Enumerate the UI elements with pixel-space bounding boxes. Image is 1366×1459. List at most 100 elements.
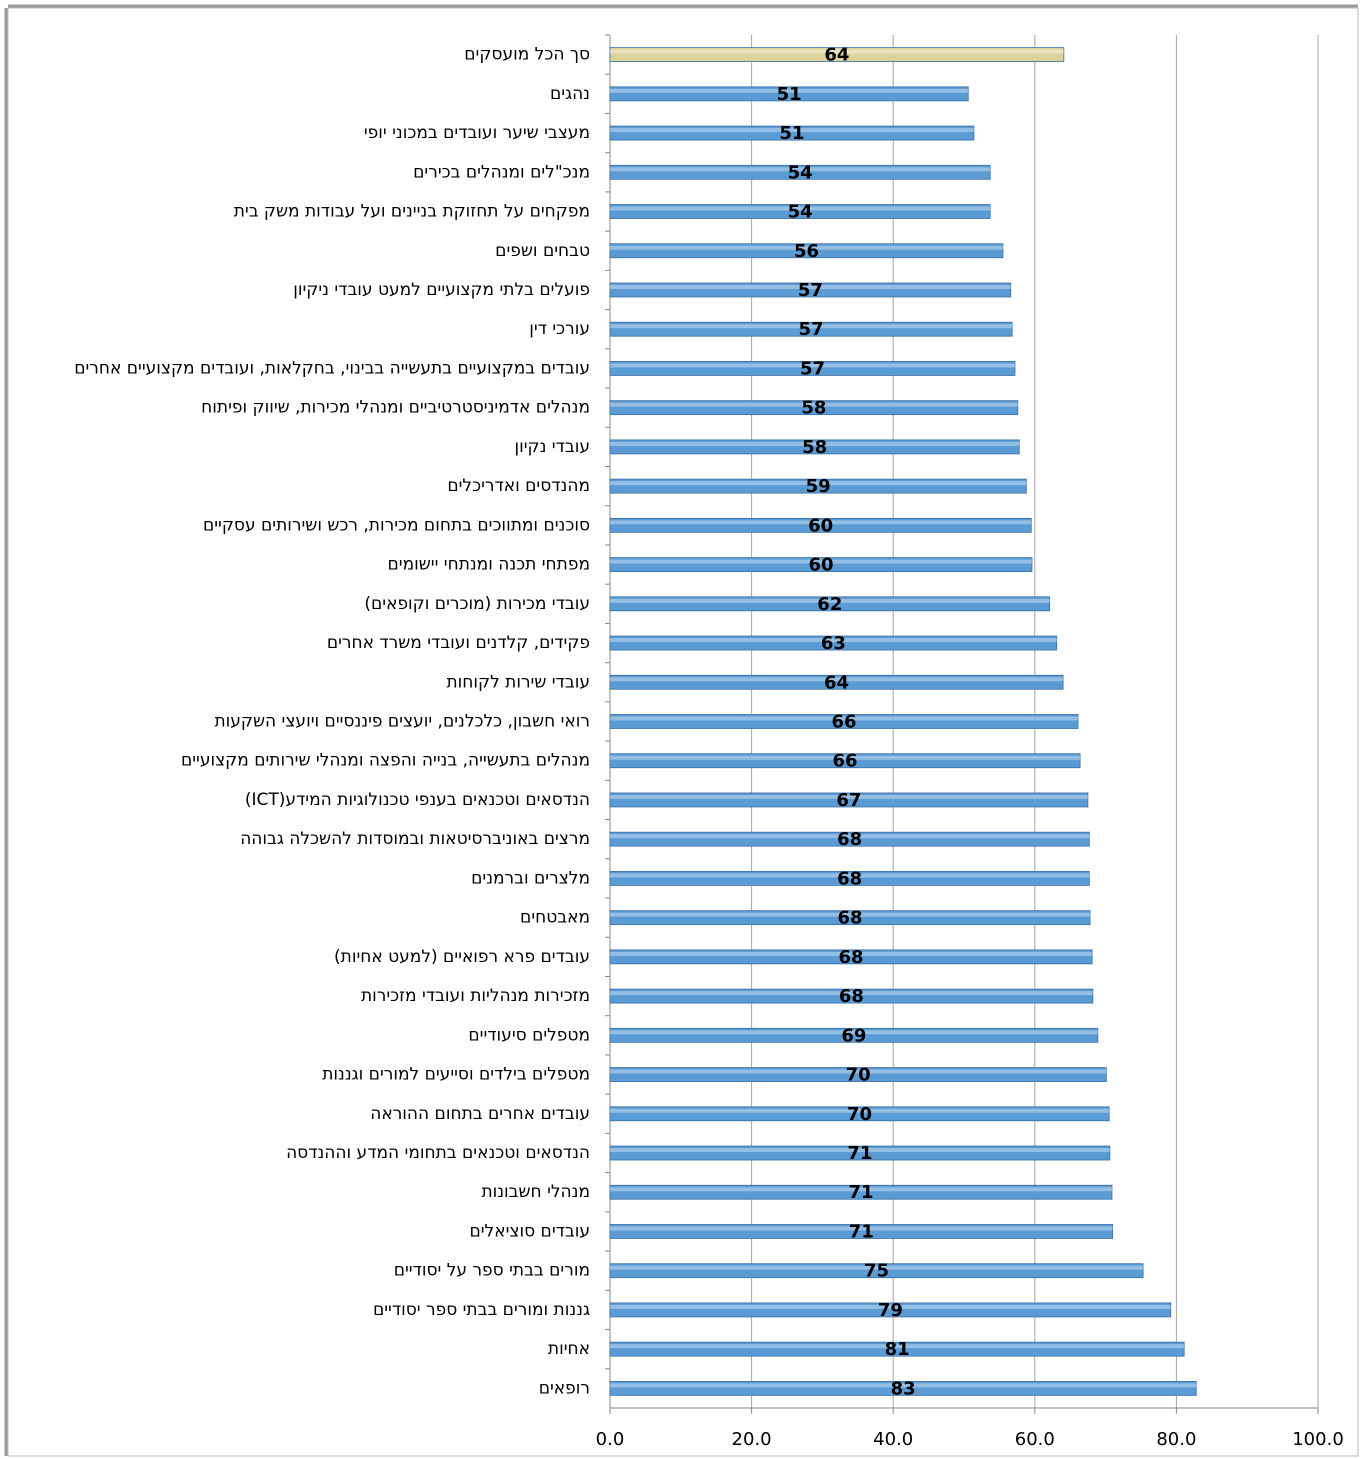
bar xyxy=(609,1027,1099,1043)
y-tick-label: מורים בבתי ספר על יסודיים xyxy=(394,1261,590,1281)
y-tick-label: סך הכל מועסקים xyxy=(464,45,590,65)
y-tick-label: מטפלים סיעודיים xyxy=(468,1025,590,1045)
value-label: 70 xyxy=(846,1065,871,1086)
y-tick-label: פועלים בלתי מקצועיים למעט עובדי ניקיון xyxy=(293,280,590,300)
bar xyxy=(609,321,1013,337)
y-tick-label: רואי חשבון, כלכלנים, יועצים פיננסיים ויו… xyxy=(214,712,590,732)
y-tick-label: נהגים xyxy=(550,84,590,104)
bar-highlight xyxy=(610,1108,1110,1113)
bar-highlight xyxy=(610,363,1015,368)
bar-highlight xyxy=(610,638,1057,643)
x-tick-label: 100.0 xyxy=(1292,1429,1344,1450)
value-label: 60 xyxy=(808,555,833,576)
y-tick-label: מרצים באוניברסיטאות ובמוסדות להשכלה גבוה… xyxy=(240,829,590,849)
bar-highlight xyxy=(610,1383,1197,1388)
y-tick-label: טבחים ושפים xyxy=(495,241,590,261)
y-tick-label: מטפלים בילדים וסייעים למורים וגננות xyxy=(322,1065,590,1085)
value-label: 79 xyxy=(878,1300,903,1321)
y-tick-label: עובדים במקצועיים בתעשייה בבינוי, בחקלאות… xyxy=(74,358,590,378)
bar xyxy=(609,871,1090,886)
bar xyxy=(609,400,1019,416)
value-label: 70 xyxy=(847,1104,872,1125)
y-tick-label: עובדים אחרים בתחום ההוראה xyxy=(370,1104,590,1124)
bar-highlight xyxy=(610,1304,1171,1309)
bar-highlight xyxy=(610,794,1088,799)
bar xyxy=(609,635,1058,651)
y-tick-label: הנדסאים וטכנאים בתחומי המדע וההנדסה xyxy=(286,1143,590,1163)
bar-highlight xyxy=(610,873,1090,878)
value-label: 57 xyxy=(799,319,824,340)
y-tick-label: מזכירות מנהליות ועובדי מזכירות xyxy=(361,986,590,1006)
bar-highlight xyxy=(610,49,1064,54)
y-tick-label: אחיות xyxy=(548,1339,590,1359)
y-tick-label: מהנדסים ואדריכלים xyxy=(447,476,590,496)
bar xyxy=(609,86,969,102)
value-label: 64 xyxy=(824,672,849,693)
bar xyxy=(609,1145,1111,1161)
value-label: 51 xyxy=(779,123,804,144)
bar xyxy=(609,125,975,141)
bar-highlight xyxy=(610,1226,1113,1231)
bar-highlight xyxy=(610,481,1027,486)
bar xyxy=(609,204,991,219)
bar-highlight xyxy=(610,206,991,211)
bar xyxy=(609,596,1051,612)
value-label: 66 xyxy=(833,751,858,772)
value-label: 71 xyxy=(847,1143,872,1164)
x-tick-label: 20.0 xyxy=(732,1429,772,1450)
bar xyxy=(609,949,1093,965)
value-label: 71 xyxy=(848,1182,873,1203)
value-label: 54 xyxy=(788,202,813,223)
bar xyxy=(609,243,1004,259)
value-label: 63 xyxy=(821,633,846,654)
bar xyxy=(609,674,1064,690)
value-label: 67 xyxy=(836,790,861,811)
value-label: 68 xyxy=(837,829,862,850)
bar xyxy=(609,439,1020,455)
bar xyxy=(609,910,1091,926)
y-tick-label: עובדי מכירות (מוכרים וקופאים) xyxy=(364,594,590,614)
bar-highlight xyxy=(610,1344,1185,1349)
x-tick-label: 60.0 xyxy=(1015,1429,1055,1450)
bar-highlight xyxy=(610,324,1013,329)
bar xyxy=(609,1224,1114,1239)
y-tick-label: עובדים סוציאלים xyxy=(469,1221,590,1241)
bar xyxy=(609,47,1065,63)
bar xyxy=(609,831,1090,847)
bar xyxy=(609,164,991,180)
bar xyxy=(609,1302,1172,1318)
bar-highlight xyxy=(610,402,1018,407)
bar xyxy=(609,714,1079,729)
bar-highlight xyxy=(610,716,1078,721)
y-tick-label: פקידים, קלדנים ועובדי משרד אחרים xyxy=(327,633,590,653)
bar-highlight xyxy=(610,1265,1144,1270)
bar-highlight xyxy=(610,677,1064,682)
value-label: 66 xyxy=(831,712,856,733)
value-label: 51 xyxy=(777,84,802,105)
bar xyxy=(609,282,1012,298)
bar xyxy=(609,1184,1113,1200)
bar-highlight xyxy=(610,1069,1107,1074)
bar xyxy=(609,1341,1185,1357)
bar-highlight xyxy=(610,951,1093,956)
value-label: 68 xyxy=(839,986,864,1007)
bar xyxy=(609,753,1081,769)
y-tick-label: מנהלים בתעשייה, בנייה והפצה ומנהלי שירות… xyxy=(181,751,590,771)
bar-highlight xyxy=(610,1030,1098,1035)
value-label: 59 xyxy=(806,476,831,497)
value-label: 62 xyxy=(817,594,842,615)
y-tick-label: מנכ"לים ומנהלים בכירים xyxy=(413,162,590,182)
y-tick-label: מפתחי תכנה ומנתחי יישומים xyxy=(387,555,590,575)
value-label: 64 xyxy=(824,45,849,66)
bar xyxy=(609,361,1016,376)
y-tick-label: מעצבי שיער ועובדים במכוני יופי xyxy=(364,123,590,143)
y-tick-label: מנהלים אדמיניסטרטיביים ומנהלי מכירות, שי… xyxy=(201,398,590,418)
bar-highlight xyxy=(610,88,969,93)
bar-highlight xyxy=(610,912,1091,917)
bar-highlight xyxy=(610,245,1003,250)
value-label: 58 xyxy=(802,437,827,458)
x-tick-label: 40.0 xyxy=(873,1429,913,1450)
value-label: 68 xyxy=(837,908,862,929)
value-label: 68 xyxy=(839,947,864,968)
